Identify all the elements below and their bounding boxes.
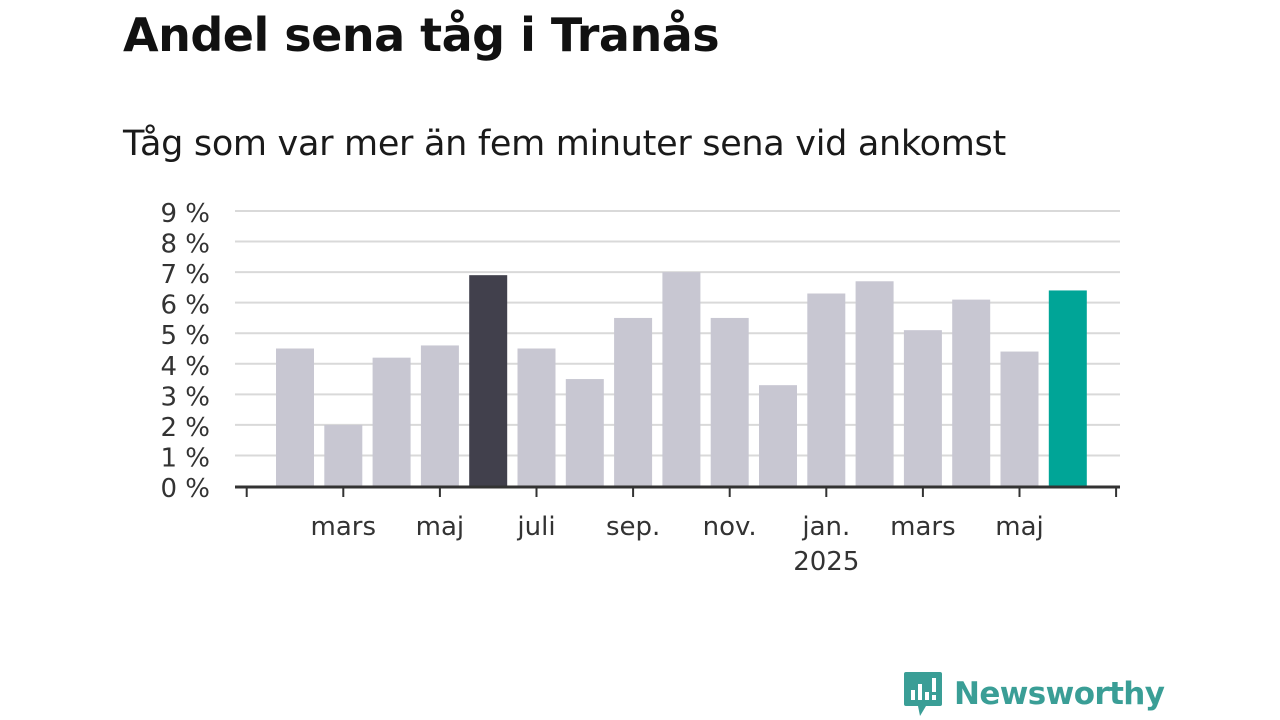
y-tick-label: 5 % <box>160 321 210 351</box>
bar <box>710 317 749 486</box>
x-tick-label: mars <box>311 512 377 542</box>
bar <box>517 348 556 486</box>
chart-subtitle: Tåg som var mer än fem minuter sena vid … <box>123 124 1006 164</box>
x-tick-label: maj <box>416 512 464 542</box>
newsworthy-logo-icon <box>904 672 942 716</box>
bar <box>276 348 314 486</box>
y-tick-label: 1 % <box>160 443 210 473</box>
bar <box>855 281 894 486</box>
newsworthy-logo: Newsworthy <box>902 670 1165 718</box>
x-tick-label: maj <box>995 512 1043 542</box>
x-tick-label: sep. <box>606 512 660 542</box>
bar <box>372 357 411 486</box>
x-tick-label: nov. <box>703 512 757 542</box>
bar <box>324 424 363 486</box>
bar <box>469 275 508 486</box>
y-tick-label: 8 % <box>160 230 210 260</box>
y-tick-label: 2 % <box>160 413 210 443</box>
y-tick-label: 7 % <box>160 260 210 290</box>
bar <box>565 379 604 486</box>
y-tick-label: 0 % <box>160 474 210 504</box>
bar <box>1000 351 1039 486</box>
x-tick-label: mars <box>890 512 956 542</box>
bar <box>952 299 991 486</box>
bar <box>614 317 653 486</box>
bars <box>276 272 1087 486</box>
y-axis: 0 %1 %2 %3 %4 %5 %6 %7 %8 %9 % <box>160 199 210 504</box>
bar <box>1048 290 1087 486</box>
bar <box>807 293 846 486</box>
x-tick-label: jan. <box>801 512 850 542</box>
y-tick-label: 6 % <box>160 291 210 321</box>
x-axis: mars maj juli sep. nov. jan. 2025 mars maj <box>235 485 1120 577</box>
x-tick-label: juli <box>516 512 555 542</box>
y-tick-label: 4 % <box>160 352 210 382</box>
bar <box>420 345 459 486</box>
bar <box>662 272 701 486</box>
chart-title: Andel sena tåg i Tranås <box>123 8 720 62</box>
x-tick-sublabel: 2025 <box>793 547 859 577</box>
bar <box>903 330 942 486</box>
bar <box>759 385 797 486</box>
y-tick-label: 9 % <box>160 199 210 229</box>
y-tick-label: 3 % <box>160 382 210 412</box>
newsworthy-logo-text: Newsworthy <box>954 676 1165 712</box>
